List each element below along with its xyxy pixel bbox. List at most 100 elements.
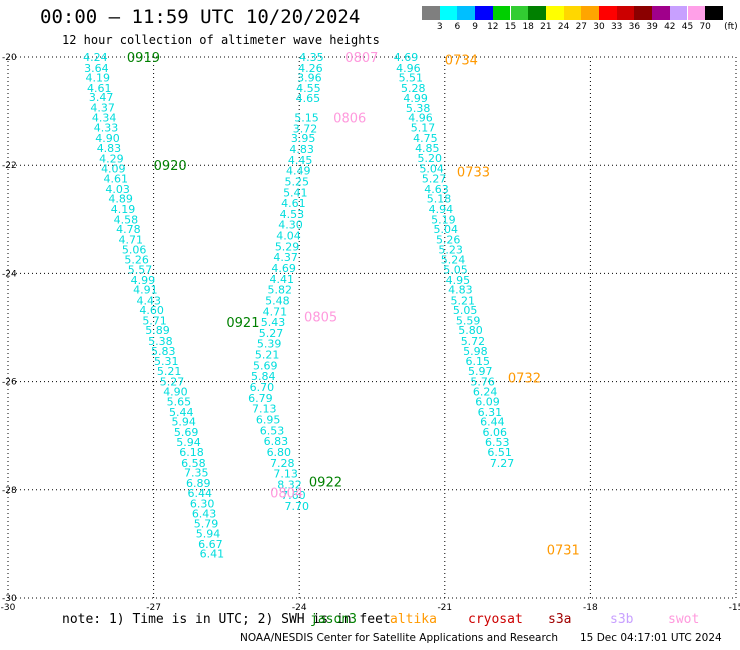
wave-height-point: 5.21 [451,294,476,307]
y-tick-label: -20 [2,53,17,63]
colorbar-level-label: 12 [487,22,499,32]
wave-height-point: 5.38 [148,335,173,348]
wave-height-point: 4.91 [133,284,158,297]
y-tick-label: -22 [2,161,17,171]
wave-height-point: 3.96 [297,72,322,85]
wave-height-point: 5.21 [157,365,182,378]
wave-height-point: 5.94 [176,436,201,449]
wave-height-point: 4.90 [163,385,188,398]
wave-height-point: 4.19 [111,203,136,216]
wave-height-point: 5.94 [171,416,196,429]
colorbar-swatch [634,6,653,20]
wave-height-point: 5.89 [145,324,170,337]
wave-height-point: 5.80 [458,324,483,337]
colorbar-unit-label: (ft) [724,22,738,32]
colorbar-swatch [652,6,670,20]
wave-height-point: 6.79 [248,392,273,405]
y-tick-label: -26 [2,378,17,388]
track-time-label: 0733 [457,166,490,181]
wave-height-point: 5.44 [169,406,194,419]
wave-height-point: 5.18 [427,193,452,206]
colorbar-swatch [581,6,599,20]
wave-height-point: 4.78 [116,223,141,236]
wave-height-point: 5.05 [443,264,468,277]
wave-height-point: 7.13 [273,468,298,481]
wave-height-point: 4.45 [288,154,313,167]
track-time-label: 0732 [508,371,541,386]
colorbar-level-label: 70 [699,22,711,32]
wave-height-point: 6.18 [179,446,204,459]
wave-height-point: 5.59 [456,314,481,327]
mission-label-s3a: s3a [548,612,572,627]
colorbar-swatch [599,6,617,20]
colorbar-level-label: 45 [681,22,694,32]
wave-height-point: 5.57 [128,264,153,277]
wave-height-point: 4.61 [87,82,112,95]
wave-height-point: 5.71 [142,314,167,327]
wave-height-point: 5.04 [434,223,459,236]
wave-height-point: 4.96 [408,112,433,125]
colorbar-level-label: 24 [557,22,570,32]
wave-height-point: 5.20 [418,152,443,165]
wave-height-point: 4.60 [139,304,164,317]
generated-timestamp: 15 Dec 04:17:01 UTC 2024 [580,632,722,644]
wave-height-point: 5.21 [255,349,280,362]
chart-subtitle: 12 hour collection of altimeter wave hei… [62,33,380,47]
wave-height-point: 4.30 [278,219,303,232]
wave-height-point: 7.13 [252,403,277,416]
wave-height-point: 5.82 [268,284,293,297]
wave-height-point: 4.04 [276,230,301,243]
colorbar-swatch [492,6,511,20]
wave-height-point: 7.70 [285,500,310,513]
chart-title: 00:00 – 11:59 UTC 10/20/2024 [40,6,361,28]
wave-height-point: 4.19 [86,72,111,85]
mission-label-jason3: jason3 [310,612,357,627]
y-tick-label: -28 [2,486,17,496]
wave-height-point: 5.15 [294,112,319,125]
colorbar-swatch [510,6,529,20]
wave-height-point: 6.24 [473,385,498,398]
colorbar-swatch [422,6,440,20]
wave-height-point: 6.70 [250,381,275,394]
wave-height-point: 4.63 [424,183,449,196]
wave-height-point: 4.96 [396,62,421,75]
colorbar-level-label: 21 [540,22,552,32]
colorbar-swatch [616,6,635,20]
mission-label-swot: swot [668,612,700,627]
wave-height-point: 5.05 [453,304,478,317]
wave-height-point: 5.83 [151,345,176,358]
colorbar-level-label: 42 [664,22,676,32]
wave-height-point: 5.27 [422,173,447,186]
wave-height-point: 4.09 [101,162,126,175]
wave-height-point: 4.65 [296,92,321,105]
colorbar-swatch [545,6,564,20]
colorbar-swatch [563,6,582,20]
track-time-label: 0806 [333,112,366,127]
wave-height-point: 4.29 [99,153,124,166]
wave-height-point: 5.79 [194,517,219,530]
wave-height-point: 5.48 [265,294,290,307]
wave-height-point: 6.44 [480,416,505,429]
track-time-label: 0807 [345,51,378,66]
wave-height-point: 4.83 [289,143,314,156]
wave-height-point: 5.25 [285,175,310,188]
wave-height-point: 5.24 [441,253,466,266]
wave-height-point: 7.27 [490,457,515,470]
wave-height-point: 4.24 [83,51,108,64]
x-tick-label: -24 [292,603,307,613]
wave-height-point: 5.23 [438,244,463,257]
wave-height-point: 5.04 [419,162,444,175]
wave-height-point: 4.61 [281,197,306,210]
wave-height-point: 5.27 [259,327,284,340]
wave-height-point: 5.38 [406,102,431,115]
track-time-label: 0922 [309,476,342,491]
wave-height-point: 3.64 [84,62,109,75]
wave-height-point: 5.31 [154,355,179,368]
wave-height-point: 4.35 [299,51,324,64]
colorbar-swatch [457,6,476,20]
colorbar-swatch [475,6,493,20]
wave-height-point: 5.39 [257,338,282,351]
colorbar-swatch [528,6,546,20]
wave-height-point: 4.95 [446,274,471,287]
wave-height-point: 4.58 [114,213,139,226]
